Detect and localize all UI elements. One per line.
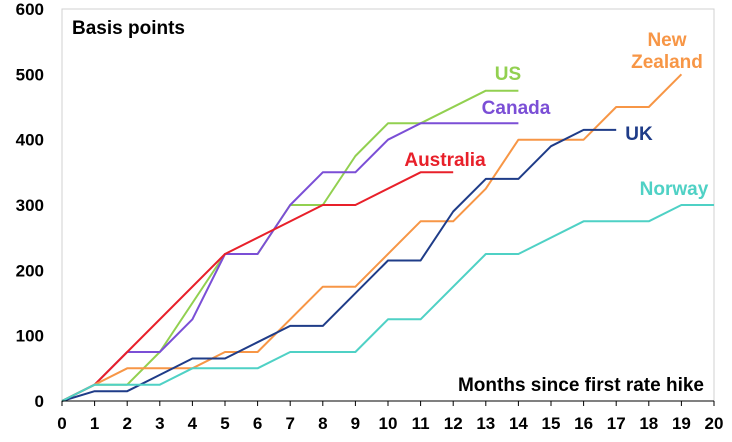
series-line-australia <box>61 171 454 402</box>
series-label-canada: Canada <box>482 98 551 119</box>
x-tick-label: 1 <box>90 414 99 433</box>
x-tick-label: 15 <box>542 414 561 433</box>
x-tick-label: 0 <box>57 414 66 433</box>
y-tick-label: 600 <box>16 0 44 19</box>
y-tick-label: 500 <box>16 65 44 84</box>
x-tick-label: 7 <box>285 414 294 433</box>
x-tick-label: 12 <box>444 414 463 433</box>
y-tick-label: 300 <box>16 196 44 215</box>
y-tick-label: 200 <box>16 261 44 280</box>
x-tick-label: 14 <box>509 414 528 433</box>
x-tick-label: 6 <box>253 414 262 433</box>
x-tick-label: 17 <box>607 414 626 433</box>
series-label-new-zealand: Zealand <box>631 52 703 73</box>
series-label-norway: Norway <box>640 179 709 200</box>
x-tick-label: 16 <box>574 414 593 433</box>
series-label-uk: UK <box>625 124 653 145</box>
x-tick-label: 10 <box>379 414 398 433</box>
x-tick-label: 2 <box>122 414 131 433</box>
y-tick-label: 0 <box>35 392 44 411</box>
x-tick-label: 20 <box>705 414 724 433</box>
x-tick-label: 11 <box>412 414 430 433</box>
y-axis-ticks: 0 100 200 300 400 500 600 <box>16 0 44 411</box>
y-axis-title: Basis points <box>72 18 185 39</box>
x-axis-title: Months since first rate hike <box>458 375 704 396</box>
x-tick-label: 5 <box>220 414 229 433</box>
x-tick-label: 18 <box>639 414 658 433</box>
x-tick-label: 4 <box>188 414 198 433</box>
y-tick-label: 400 <box>16 131 44 150</box>
series-line-uk <box>61 128 617 402</box>
series-line-norway <box>61 204 714 402</box>
x-tick-label: 13 <box>476 414 495 433</box>
x-axis-ticks: 0 1 2 3 4 5 6 7 8 9 10 11 12 13 14 15 16 17 18 19 20 <box>57 401 723 433</box>
series-label-us: US <box>495 64 521 85</box>
x-tick-label: 8 <box>318 414 327 433</box>
x-tick-label: 19 <box>672 414 691 433</box>
plot-area-frame <box>61 8 715 402</box>
y-tick-label: 100 <box>16 327 44 346</box>
series-label-australia: Australia <box>404 150 486 171</box>
series-lines <box>61 73 714 402</box>
x-tick-label: 3 <box>155 414 164 433</box>
series-line-new-zealand <box>61 73 683 402</box>
series-label-new-zealand: New <box>647 30 686 51</box>
x-tick-label: 9 <box>351 414 360 433</box>
